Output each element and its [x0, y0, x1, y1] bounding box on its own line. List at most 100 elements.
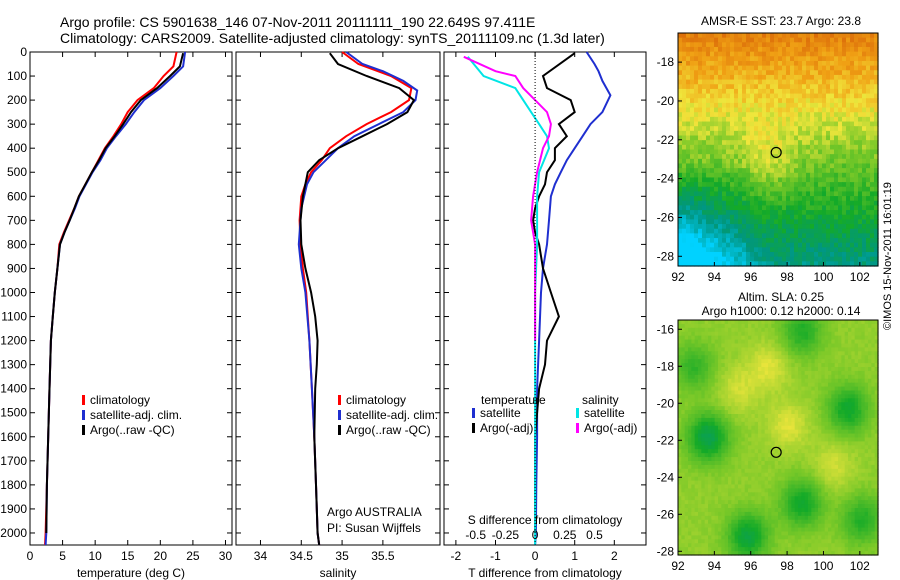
heatmap-cell	[834, 102, 839, 109]
map-sst-x-tick-label: 94	[708, 270, 722, 284]
heatmap-cell	[774, 351, 779, 356]
heatmap-cell	[830, 177, 835, 183]
heatmap-cell	[814, 335, 819, 341]
heatmap-cell	[766, 238, 771, 244]
heatmap-cell	[718, 367, 722, 372]
heatmap-cell	[786, 256, 791, 262]
heatmap-cell	[858, 200, 863, 207]
heatmap-cell	[758, 323, 762, 329]
heatmap-cell	[742, 84, 747, 90]
heatmap-cell	[861, 441, 866, 446]
heatmap-cell	[770, 37, 775, 43]
heatmap-cell	[806, 177, 811, 183]
heatmap-cell	[702, 56, 707, 62]
heatmap-cell	[802, 37, 807, 43]
heatmap-cell	[866, 196, 871, 202]
heatmap-cell	[706, 107, 711, 113]
heatmap-cell	[744, 441, 749, 446]
heatmap-cell	[714, 347, 719, 352]
heatmap-cell	[782, 140, 787, 146]
heatmap-cell	[838, 182, 843, 188]
heatmap-cell	[854, 261, 859, 267]
heatmap-cell	[682, 37, 687, 43]
heatmap-cell	[846, 177, 851, 183]
heatmap-cell	[762, 93, 767, 99]
heatmap-cell	[742, 33, 747, 39]
heatmap-cell	[718, 158, 723, 165]
heatmap-cell	[801, 441, 806, 446]
y-tick-label-depth: 1700	[0, 454, 27, 468]
heatmap-cell	[762, 205, 767, 211]
heatmap-cell	[791, 339, 796, 345]
heatmap-cell	[748, 351, 752, 356]
heatmap-cell	[758, 390, 762, 396]
heatmap-cell	[684, 367, 689, 372]
heatmap-cell	[862, 33, 867, 39]
heatmap-cell	[686, 144, 691, 151]
heatmap-cell	[838, 323, 842, 329]
heatmap-cell	[678, 51, 683, 57]
heatmap-cell	[764, 359, 769, 364]
heatmap-cell	[768, 355, 772, 360]
heatmap-cell	[850, 126, 855, 132]
heatmap-cell	[858, 154, 863, 160]
heatmap-cell	[770, 33, 775, 39]
heatmap-cell	[854, 140, 859, 146]
map-sst-y-tick-label: -20	[657, 94, 675, 108]
heatmap-cell	[706, 191, 711, 197]
heatmap-cell	[841, 429, 846, 435]
heatmap-cell	[798, 320, 802, 325]
heatmap-cell	[846, 121, 851, 127]
heatmap-cell	[678, 386, 682, 392]
heatmap-cell	[738, 219, 743, 225]
heatmap-cell	[866, 233, 871, 239]
heatmap-cell	[701, 386, 706, 392]
heatmap-cell	[748, 441, 752, 446]
heatmap-cell	[866, 261, 871, 267]
heatmap-cell	[858, 367, 862, 372]
heatmap-cell	[858, 351, 862, 356]
heatmap-cell	[744, 445, 749, 450]
heatmap-cell	[774, 79, 779, 85]
heatmap-cell	[758, 219, 763, 225]
heatmap-cell	[754, 261, 759, 267]
heatmap-cell	[738, 256, 743, 262]
heatmap-cell	[808, 461, 812, 466]
heatmap-cell	[688, 433, 692, 439]
heatmap-cell	[684, 394, 689, 399]
heatmap-cell	[804, 363, 809, 368]
heatmap-cell	[746, 88, 751, 95]
heatmap-cell	[782, 84, 787, 90]
heatmap-cell	[681, 335, 686, 341]
heatmap-cell	[728, 461, 732, 466]
heatmap-cell	[854, 256, 859, 262]
heatmap-cell	[826, 144, 831, 151]
heatmap-cell	[698, 42, 703, 48]
heatmap-cell	[806, 37, 811, 43]
heatmap-cell	[681, 433, 686, 439]
heatmap-cell	[782, 93, 787, 99]
heatmap-cell	[690, 191, 695, 197]
heatmap-cell	[734, 378, 739, 384]
heatmap-cell	[722, 93, 727, 99]
heatmap-cell	[714, 196, 719, 202]
heatmap-cell	[706, 79, 711, 85]
heatmap-cell	[706, 42, 711, 48]
heatmap-cell	[834, 327, 839, 333]
heatmap-cell	[838, 149, 843, 155]
heatmap-cell	[814, 429, 819, 435]
heatmap-cell	[718, 126, 723, 132]
heatmap-cell	[802, 74, 807, 81]
heatmap-cell	[794, 363, 799, 368]
heatmap-cell	[801, 398, 806, 403]
heatmap-cell	[774, 374, 779, 380]
heatmap-cell	[718, 65, 723, 71]
heatmap-cell	[778, 186, 783, 193]
heatmap-cell	[741, 347, 746, 352]
heatmap-cell	[724, 449, 729, 454]
heatmap-cell	[794, 228, 799, 234]
heatmap-cell	[778, 126, 783, 132]
heatmap-cell	[698, 46, 703, 53]
heatmap-cell	[791, 414, 796, 419]
heatmap-cell	[748, 429, 752, 435]
